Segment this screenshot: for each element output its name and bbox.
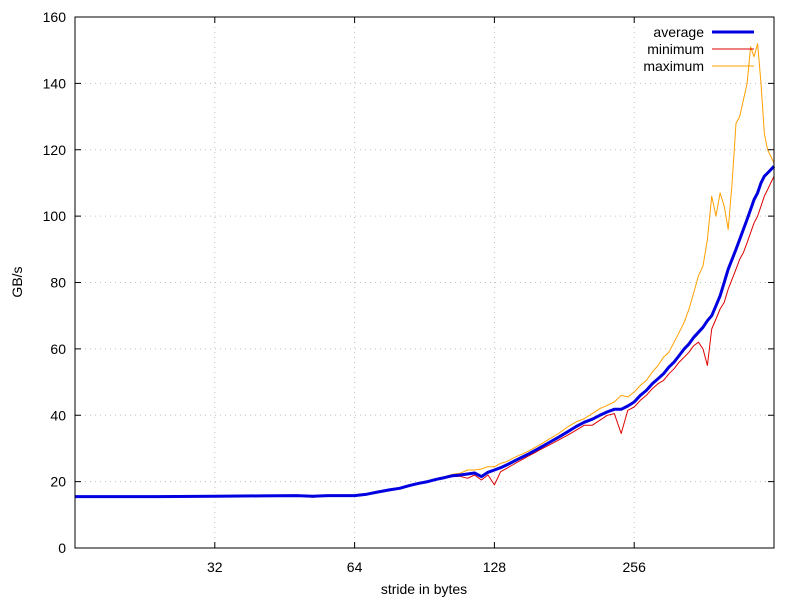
- grid: [75, 17, 774, 548]
- x-axis-label: stride in bytes: [381, 581, 467, 597]
- y-tick-label: 160: [43, 9, 67, 25]
- x-tick-label: 128: [483, 559, 507, 575]
- y-tick-label: 60: [50, 341, 66, 357]
- axis-ticks: 0 20 40 60 80 100 120 140 160 32 64 128 256: [43, 9, 774, 575]
- y-tick-label: 100: [43, 208, 67, 224]
- series-line-average: [75, 165, 776, 499]
- series-lines: [75, 43, 776, 499]
- x-tick-label: 64: [347, 559, 363, 575]
- x-tick-label: 32: [207, 559, 223, 575]
- legend-label-average: average: [653, 24, 704, 40]
- legend-label-maximum: maximum: [643, 58, 704, 74]
- y-tick-label: 80: [50, 275, 66, 291]
- y-tick-label: 40: [50, 407, 66, 423]
- y-axis-label: GB/s: [9, 266, 25, 297]
- y-tick-label: 120: [43, 142, 67, 158]
- y-tick-label: 20: [50, 474, 66, 490]
- legend-label-minimum: minimum: [647, 41, 704, 57]
- series-line-maximum: [75, 43, 775, 497]
- series-line-minimum: [75, 176, 775, 498]
- y-tick-label: 140: [43, 75, 67, 91]
- plot-frame: [74, 16, 775, 549]
- x-tick-label: 256: [623, 559, 647, 575]
- y-tick-label: 0: [58, 540, 66, 556]
